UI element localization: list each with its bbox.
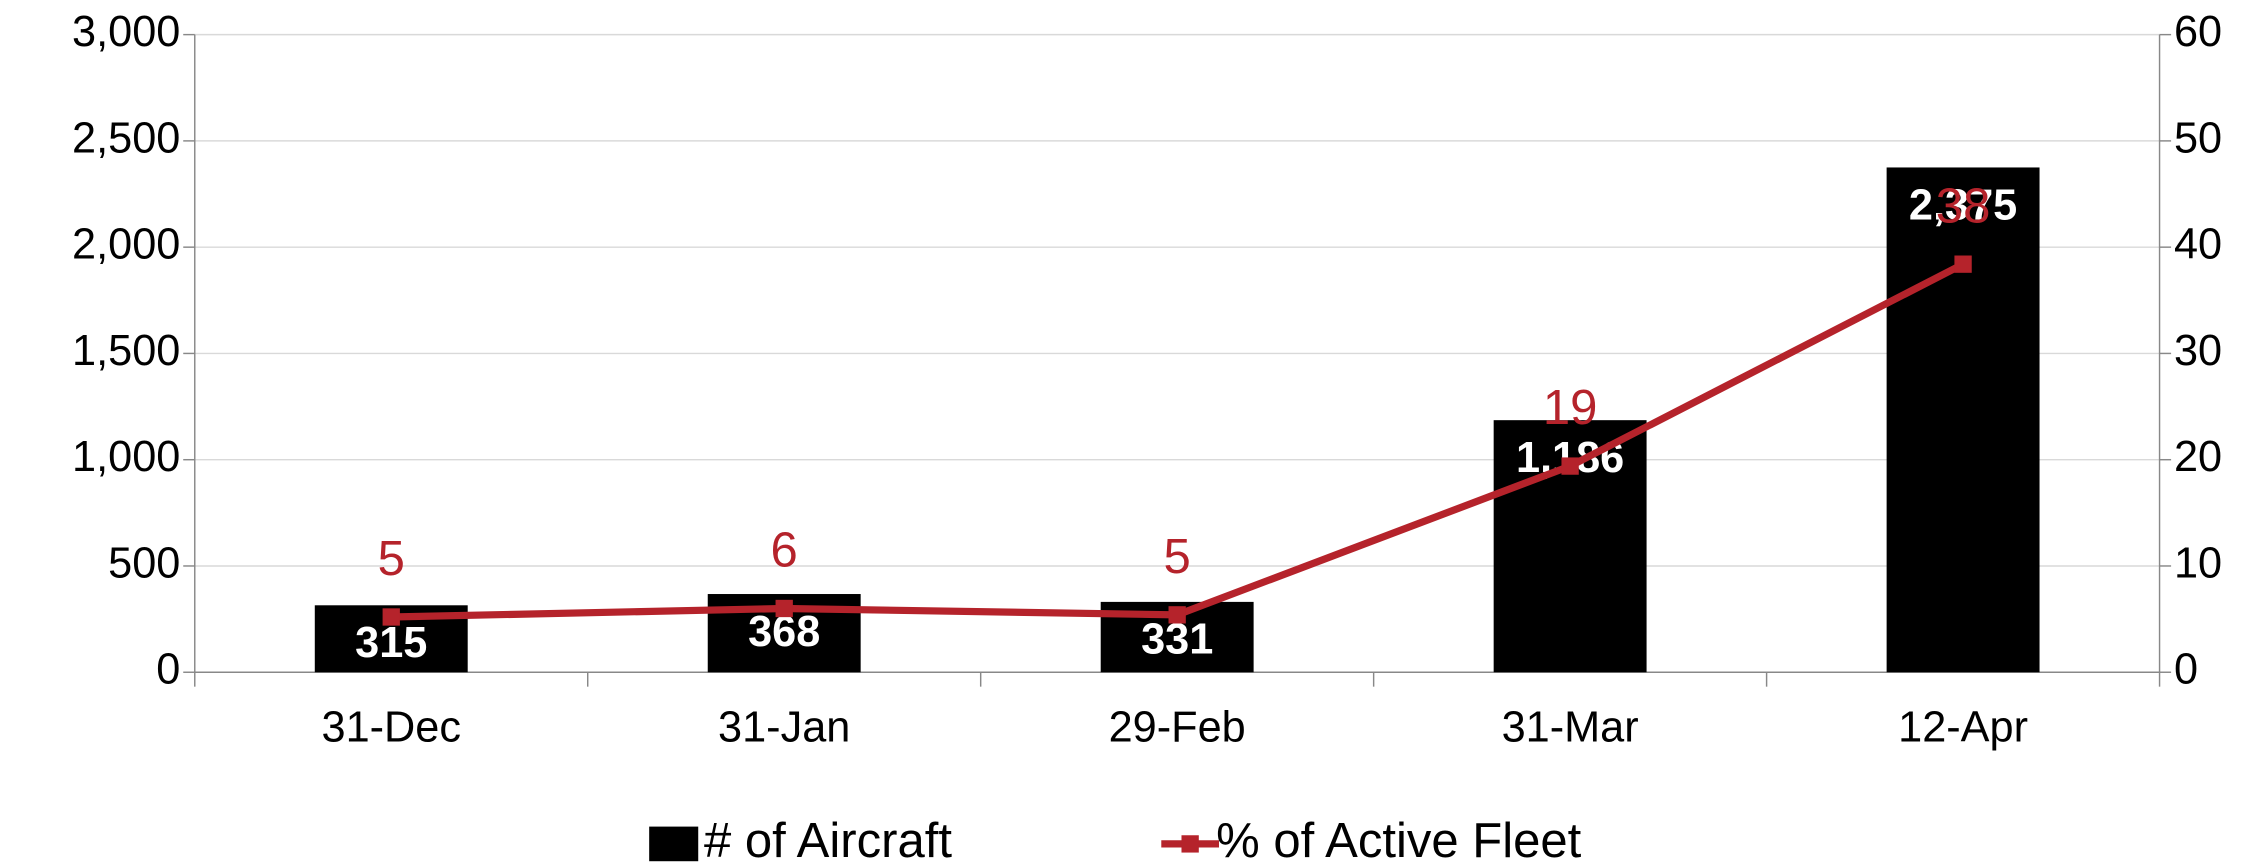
- y-tick-label: 2,500: [72, 114, 180, 162]
- y2-tick-label: 40: [2174, 221, 2222, 269]
- y2-tick-label: 50: [2174, 114, 2222, 162]
- line-marker: [1561, 457, 1579, 475]
- x-tick-label: 31-Mar: [1502, 703, 1639, 751]
- y2-tick-label: 20: [2174, 433, 2222, 481]
- y-tick-label: 0: [156, 646, 180, 694]
- legend-swatch: [649, 826, 699, 862]
- y-tick-label: 500: [108, 539, 180, 587]
- line-value-label: 5: [378, 532, 405, 586]
- y-tick-label: 2,000: [72, 221, 180, 269]
- line-marker: [1168, 606, 1186, 624]
- x-tick-label: 12-Apr: [1898, 703, 2028, 751]
- line-marker: [1954, 255, 1972, 273]
- y2-tick-label: 0: [2174, 646, 2198, 694]
- x-tick-label: 31-Dec: [322, 703, 461, 751]
- legend-label: # of Aircraft: [704, 814, 952, 868]
- line-marker: [382, 608, 400, 626]
- line-marker: [775, 599, 793, 618]
- y2-tick-label: 10: [2174, 539, 2222, 587]
- line-value-label: 19: [1543, 381, 1598, 435]
- y2-tick-label: 60: [2174, 8, 2222, 56]
- bar-value-label: 315: [355, 619, 427, 667]
- y2-tick-label: 30: [2174, 327, 2222, 375]
- line-value-label: 6: [771, 524, 798, 578]
- legend-marker: [1181, 835, 1199, 853]
- y-tick-label: 1,500: [72, 327, 180, 375]
- y-tick-label: 3,000: [72, 8, 180, 56]
- bar: [1886, 167, 2040, 673]
- bar-value-label: 2,375: [1909, 181, 2017, 229]
- line-value-label: 5: [1164, 530, 1191, 584]
- y-tick-label: 1,000: [72, 433, 180, 481]
- legend-label: % of Active Fleet: [1216, 814, 1582, 868]
- line-value-label: 38: [1936, 179, 1991, 233]
- x-tick-label: 29-Feb: [1109, 703, 1246, 751]
- x-tick-label: 31-Jan: [718, 703, 850, 751]
- bar-value-label: 331: [1141, 616, 1213, 664]
